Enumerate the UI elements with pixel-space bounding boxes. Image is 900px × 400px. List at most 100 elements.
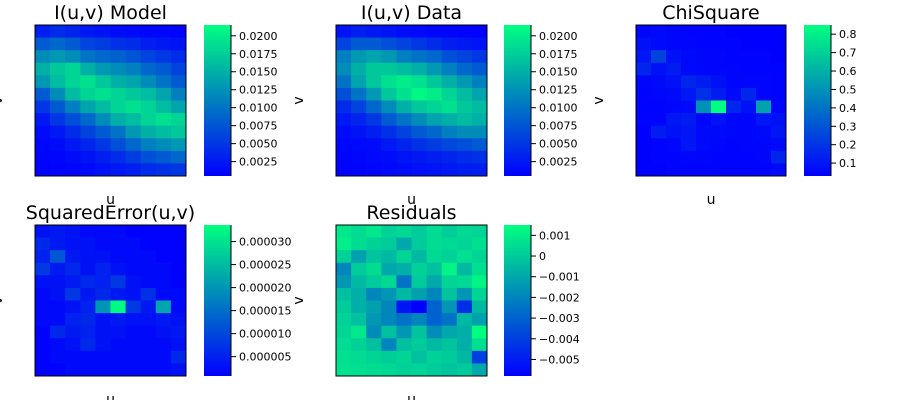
heatmap-cell [711,62,727,76]
heatmap-cell [65,313,81,327]
heatmap-cell [756,125,772,139]
heatmap-cell [411,138,427,152]
heatmap-cell [696,87,712,101]
heatmap-cell [756,113,772,127]
heatmap-cell [366,313,382,327]
plot-frame [335,224,488,377]
heatmap-cell [441,338,458,352]
heatmap-cell [756,50,772,64]
heatmap-cell [411,150,427,164]
heatmap-cell [50,225,66,238]
heatmap-cell [110,287,126,301]
heatmap-cell [351,62,367,76]
heatmap-cell [366,138,382,152]
colorbar-tick-label: 0.0125 [539,84,578,97]
heatmap-cell [170,262,187,276]
heatmap-cell [726,138,742,152]
heatmap-cell [80,75,96,89]
heatmap-cell [426,37,443,51]
heatmap-cell [381,163,397,177]
heatmap-cell [441,150,458,164]
heatmap-cell [756,138,772,152]
heatmap-cell [125,113,142,127]
heatmap-cell [366,25,382,38]
heatmap-cell [366,100,382,114]
heatmap-cell [456,338,473,352]
heatmap-cell [411,125,427,139]
heatmap-cell [771,37,787,51]
heatmap-cell [110,262,126,276]
heatmap-cell [170,363,187,377]
heatmap-cell [396,138,412,152]
heatmap-cell [411,313,427,327]
heatmap-cell [441,287,458,301]
heatmap-cell [471,325,488,339]
colorbar-tick-label: 0.8 [839,28,857,41]
heatmap-cell [65,237,81,251]
heatmap-cell [80,25,96,38]
heatmap-cell [155,250,172,264]
heatmap-cell [125,363,142,377]
heatmap-cell [681,113,697,127]
heatmap-cell [636,125,652,139]
heatmap-cell [471,75,488,89]
heatmap-cell [741,163,757,177]
heatmap-cell [396,363,412,377]
heatmap-cell [396,125,412,139]
heatmap-cell [366,75,382,89]
heatmap-cell [651,125,667,139]
heatmap-cell [636,138,652,152]
heatmap-cell [456,313,473,327]
heatmap-cell [336,363,352,377]
heatmap-cell [65,363,81,377]
heatmap-cell [441,350,458,364]
heatmap-cell [140,75,157,89]
heatmap-cell [80,100,96,114]
heatmap-cell [696,150,712,164]
heatmap-cell [80,300,96,314]
heatmap-cell [110,50,126,64]
heatmap-cell [125,50,142,64]
heatmap-cell [411,325,427,339]
colorbar-tick-label: 0.000025 [239,259,292,272]
heatmap-cell [756,25,772,38]
heatmap-cell [696,37,712,51]
heatmap-cell [711,75,727,89]
heatmap-cell [741,100,757,114]
heatmap-cell [426,300,443,314]
heatmap-cell [351,313,367,327]
heatmap-cell [366,325,382,339]
plot-frame [635,24,787,177]
heatmap-cell [155,225,172,238]
heatmap-panel: ChiSquare u v 0.1 0.2 0.3 0.4 0.5 0.6 0.7 0.8 [591,2,857,208]
heatmap-cell [711,37,727,51]
heatmap-cell [65,225,81,238]
heatmap-cell [696,125,712,139]
heatmap-cell [336,287,352,301]
heatmap-cell [110,300,126,314]
heatmap-cell [396,113,412,127]
heatmap-cell [336,250,352,264]
heatmap-cell [95,225,111,238]
heatmap-cell [651,163,667,177]
heatmap-panel: Residuals u v −0.005 −0.004 −0.003 −0.002 −0.00… [291,202,580,400]
heatmap-cell [381,325,397,339]
heatmap-cell [65,150,81,164]
heatmap-cell [366,262,382,276]
heatmap-cell [170,163,187,177]
heatmap-cell [65,125,81,139]
heatmap-cell [80,338,96,352]
heatmap-cell [35,237,51,251]
heatmap-cell [711,113,727,127]
colorbar-tick-label: 0.0025 [539,156,578,169]
x-axis-label: u [106,192,115,208]
heatmap-cell [65,50,81,64]
heatmap-cell [711,125,727,139]
heatmap-cell [336,325,352,339]
heatmap-cell [381,262,397,276]
heatmap-cell [351,25,367,38]
heatmap-cell [80,62,96,76]
heatmap-cell [771,87,787,101]
heatmap-cell [456,225,473,238]
heatmap-cell [456,300,473,314]
